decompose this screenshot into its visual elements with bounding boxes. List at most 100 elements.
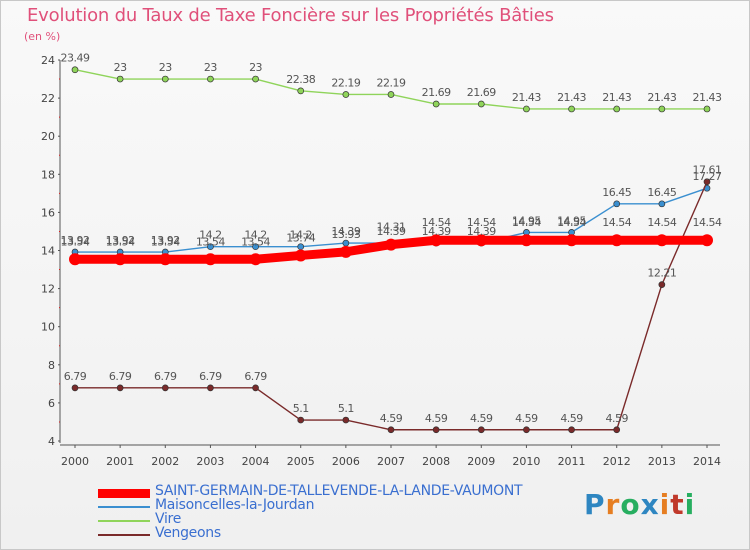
data-label: 13.92 [106,234,135,247]
x-tick-label: 2010 [512,455,540,468]
y-tick-label: 20 [41,130,55,143]
series-point-3 [207,384,214,392]
logo-letter: t [670,488,685,521]
data-label: 14.2 [289,229,312,242]
series-point-3 [432,426,440,434]
legend-swatch [98,534,150,536]
series-point-0 [655,234,668,247]
x-tick-label: 2000 [61,455,89,468]
legend-label: SAINT-GERMAIN-DE-TALLEVENDE-LA-LANDE-VAU… [155,483,523,499]
data-label: 14.54 [647,216,676,229]
series-point-0 [114,253,127,266]
data-label: 6.79 [109,370,132,383]
series-point-0 [204,253,217,266]
data-label: 21.43 [693,91,722,104]
y-tick-label: 12 [41,283,55,296]
series-point-2 [342,91,350,98]
series-point-0 [249,253,262,266]
chart-unit-label: (en %) [24,30,61,43]
series-point-0 [610,234,623,247]
y-tick-label: 4 [48,435,55,448]
series-point-0 [385,238,397,251]
legend-label: Maisoncelles-la-Jourdan [155,497,315,513]
data-label: 4.59 [515,412,538,425]
data-label: 21.69 [422,86,451,99]
series-point-3 [523,426,530,434]
series-point-3 [161,384,169,392]
data-label: 14.95 [557,214,586,227]
x-tick-label: 2005 [287,455,315,468]
y-tick-label: 8 [48,359,55,372]
data-label: 5.1 [338,402,354,415]
data-label: 21.69 [467,86,496,99]
data-label: 21.43 [647,91,676,104]
series-point-3 [297,416,305,424]
data-label: 14.95 [512,214,541,227]
x-tick-label: 2008 [422,455,450,468]
series-point-2 [387,91,395,98]
series-point-2 [252,75,259,83]
logo-letter: i [684,488,696,521]
data-label: 13.93 [331,228,360,241]
series-point-0 [294,249,307,262]
data-label: 16.45 [602,186,631,199]
data-label: 4.59 [425,412,448,425]
x-tick-label: 2003 [196,455,224,468]
data-label: 21.43 [602,91,631,104]
legend-swatch [98,488,150,498]
x-tick-label: 2006 [332,455,360,468]
x-tick-label: 2002 [151,455,179,468]
series-point-0 [339,245,352,258]
data-label: 5.1 [293,402,309,415]
series-point-0 [701,234,713,247]
series-point-1 [658,200,666,208]
series-point-3 [342,416,350,424]
series-point-0 [69,253,81,266]
series-point-0 [520,234,533,247]
series-point-1 [252,243,259,251]
series-point-0 [159,253,172,266]
data-label: 13.54 [106,235,135,248]
x-tick-label: 2004 [242,455,270,468]
data-label: 6.79 [244,370,267,383]
series-point-2 [613,105,621,113]
series-point-3 [477,426,485,434]
data-label: 13.74 [286,231,315,244]
series-point-3 [116,384,124,392]
data-label: 14.39 [467,225,496,238]
data-label: 17.27 [693,170,722,183]
series-point-3 [703,178,711,186]
data-label: 6.79 [64,370,87,383]
data-label: 21.43 [557,91,586,104]
data-label: 13.92 [61,234,90,247]
logo-letter: o [620,488,641,521]
data-label: 4.59 [470,412,493,425]
data-label: 16.45 [647,186,676,199]
x-tick-label: 2001 [106,455,134,468]
data-label: 14.39 [331,225,360,238]
data-label: 14.39 [422,225,451,238]
proxiti-logo: Proxiti [584,488,695,521]
data-label: 23 [114,61,127,74]
data-label: 14.39 [377,225,406,238]
legend-label: Vengeons [155,525,221,541]
series-point-0 [475,234,488,247]
logo-letter: P [584,488,606,521]
series-point-2 [297,87,305,95]
series-point-2 [568,105,575,113]
data-label: 23 [159,61,172,74]
y-tick-label: 24 [41,54,55,67]
data-label: 14.54 [557,216,586,229]
data-label: 13.54 [61,235,90,248]
data-label: 14.54 [422,216,451,229]
data-label: 13.54 [241,235,270,248]
data-label: 14.54 [693,216,722,229]
x-tick-label: 2014 [693,455,721,468]
series-point-1 [297,243,305,251]
series-point-2 [523,105,530,113]
data-label: 4.59 [380,412,403,425]
data-label: 6.79 [154,370,177,383]
legend-swatch [98,506,150,508]
legend-label: Vire [155,511,182,527]
data-label: 22.38 [286,73,315,86]
